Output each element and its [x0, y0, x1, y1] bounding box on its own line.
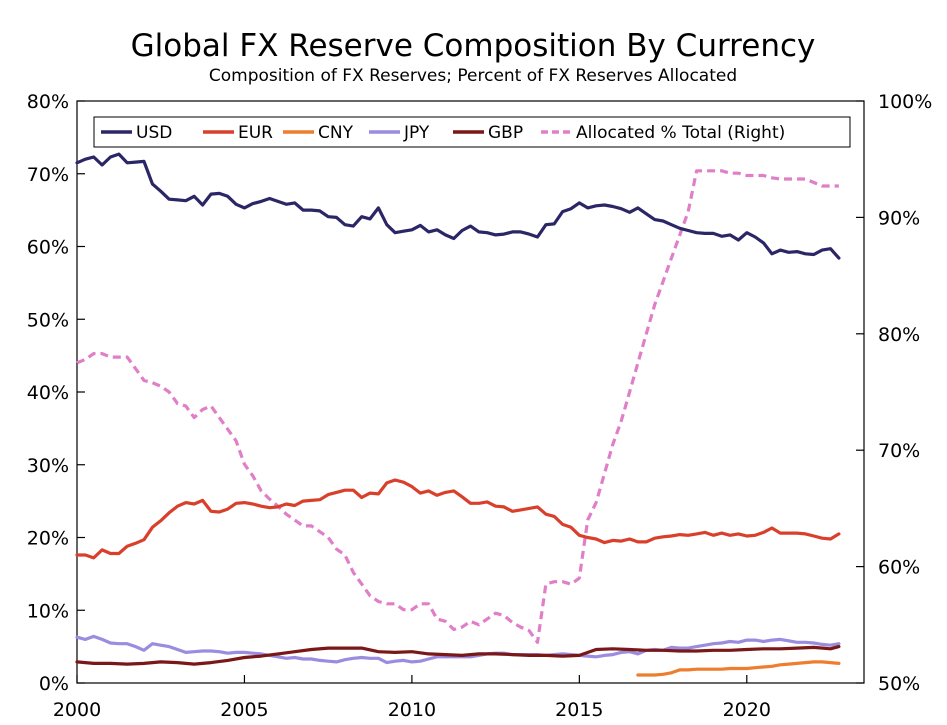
series-line-cny: [636, 660, 841, 677]
series-line-gbp: [75, 645, 841, 666]
legend-label-jpy: JPY: [403, 123, 430, 143]
plot-area: [76, 100, 865, 684]
y-right-tick-label: 100%: [878, 91, 932, 113]
y-right-tick-label: 50%: [878, 673, 920, 695]
series-line-eur: [75, 478, 841, 560]
x-tick-label: 2010: [388, 699, 436, 721]
series-line-usd: [75, 152, 841, 260]
legend-label-gbp: GBP: [488, 123, 523, 143]
legend-label-allocated-total-right: Allocated % Total (Right): [576, 123, 785, 143]
y-left-tick-label: 20%: [27, 528, 69, 550]
chart-title: Global FX Reserve Composition By Currenc…: [131, 28, 816, 64]
y-left-tick-label: 40%: [27, 382, 69, 404]
legend: USD EUR CNY JPY GBP Allocated % Total (Right): [93, 116, 851, 148]
legend-label-usd: USD: [136, 123, 172, 143]
x-tick-label: 2015: [555, 699, 603, 721]
y-left-tick-label: 0%: [39, 673, 69, 695]
chart-subtitle: Composition of FX Reserves; Percent of F…: [209, 66, 737, 86]
series-layer: [75, 152, 841, 677]
y-left-tick-label: 70%: [27, 164, 69, 186]
y-left-tick-label: 50%: [27, 309, 69, 331]
series-line-allocated-total-right: [76, 169, 839, 644]
x-tick-label: 2020: [723, 699, 771, 721]
axis-ticks: 0% 10% 20% 30% 40% 50% 60% 70% 80% 50% 60% 70% 80% 90…: [27, 91, 933, 721]
y-right-tick-label: 80%: [878, 324, 920, 346]
y-right-tick-label: 60%: [878, 557, 920, 579]
legend-label-cny: CNY: [318, 123, 354, 143]
y-right-tick-label: 90%: [878, 207, 920, 229]
y-left-tick-label: 60%: [27, 237, 69, 259]
x-tick-label: 2005: [220, 699, 268, 721]
y-left-tick-label: 30%: [27, 455, 69, 477]
y-left-tick-label: 10%: [27, 600, 69, 622]
x-tick-label: 2000: [53, 699, 101, 721]
legend-label-eur: EUR: [238, 123, 273, 143]
y-left-tick-label: 80%: [27, 91, 69, 113]
y-right-tick-label: 70%: [878, 440, 920, 462]
